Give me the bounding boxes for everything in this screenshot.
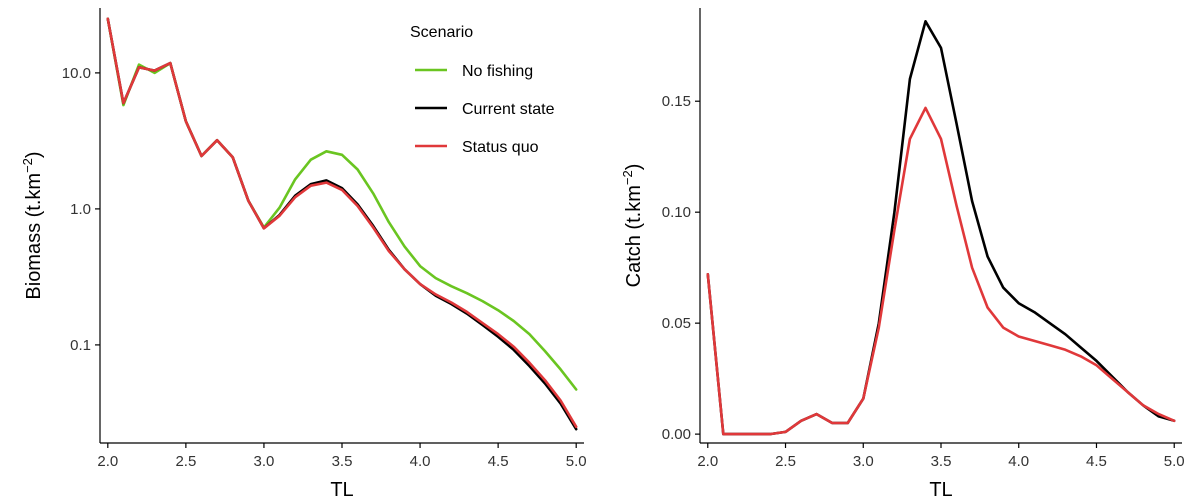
x-tick-label: 4.0 — [410, 453, 431, 470]
y-tick-label: 0.15 — [662, 93, 691, 110]
legend-title: Scenario — [410, 24, 473, 41]
x-tick-label: 3.0 — [254, 453, 275, 470]
x-axis-title: TL — [330, 479, 353, 501]
y-tick-label: 0.05 — [662, 315, 691, 332]
y-axis-title: Catch (t.km−2) — [620, 164, 645, 288]
x-tick-label: 2.0 — [97, 453, 118, 470]
y-tick-label: 10.0 — [62, 65, 91, 82]
legend-label: Current state — [462, 101, 555, 118]
series-line-status-quo — [106, 17, 578, 429]
x-tick-label: 2.0 — [697, 453, 718, 470]
legend: Scenario No fishing Current state Status qu… — [410, 24, 555, 156]
y-tick-label: 0.10 — [662, 204, 691, 221]
biomass-panel: 2.0 2.5 3.0 3.5 4.0 4.5 5.0 0.1 1.0 10.0 TL Biomass… — [20, 8, 587, 501]
series-line-current-state — [106, 17, 578, 431]
x-tick-label: 4.5 — [488, 453, 509, 470]
x-tick-label: 4.0 — [1008, 453, 1029, 470]
legend-label: Status quo — [462, 139, 539, 156]
catch-panel: 2.0 2.5 3.0 3.5 4.0 4.5 5.0 0.00 0.05 0.10 0.15 TL C… — [620, 8, 1185, 501]
series-line-status-quo — [706, 106, 1176, 436]
y-axis-title: Biomass (t.km−2) — [20, 151, 45, 299]
x-tick-label: 4.5 — [1086, 453, 1107, 470]
x-tick-label: 2.5 — [775, 453, 796, 470]
x-tick-label: 5.0 — [1164, 453, 1185, 470]
y-tick-label: 0.00 — [662, 426, 691, 443]
x-tick-label: 5.0 — [566, 453, 587, 470]
y-tick-label: 1.0 — [70, 201, 91, 218]
x-tick-label: 3.0 — [853, 453, 874, 470]
x-tick-label: 3.5 — [931, 453, 952, 470]
legend-label: No fishing — [462, 63, 533, 80]
x-tick-label: 3.5 — [332, 453, 353, 470]
x-tick-label: 2.5 — [175, 453, 196, 470]
x-axis-title: TL — [929, 479, 952, 501]
y-tick-label: 0.1 — [70, 337, 91, 354]
